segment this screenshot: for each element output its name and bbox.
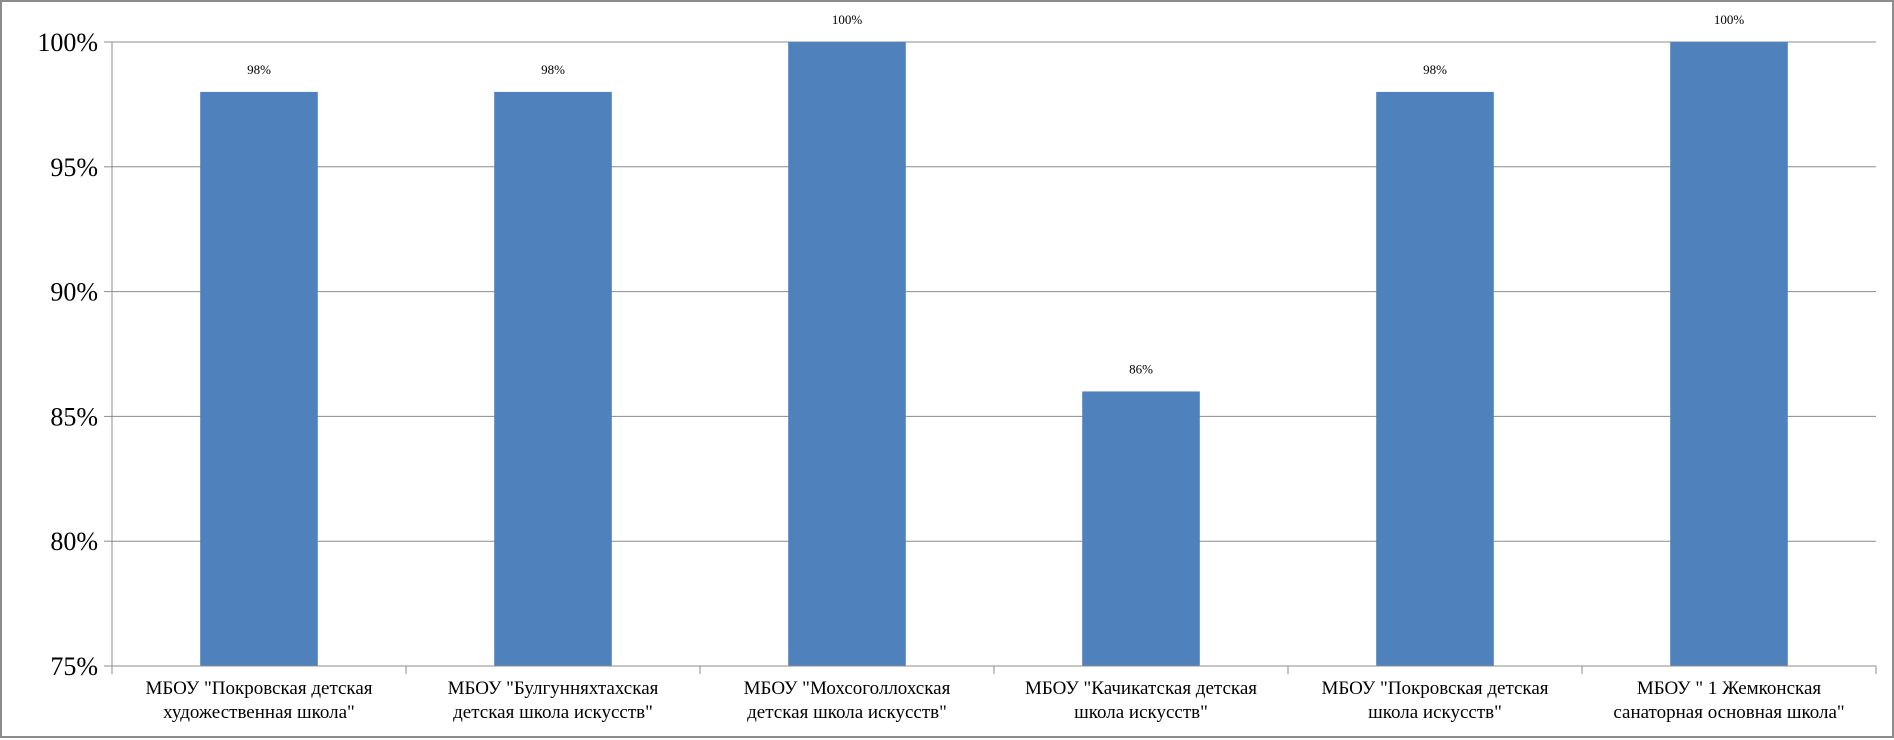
data-label: 98% bbox=[1423, 62, 1447, 77]
bar bbox=[494, 91, 612, 667]
category-label: МБОУ "Покровская детская bbox=[1321, 678, 1548, 699]
y-tick-label: 80% bbox=[50, 527, 98, 556]
y-tick-label: 100% bbox=[37, 28, 98, 57]
bar bbox=[1376, 91, 1494, 667]
labels: 100% 95% 90% 85% 80% 75% 98% МБОУ "Покровская д… bbox=[37, 12, 1844, 723]
category-label: детская школа искусств" bbox=[747, 702, 947, 723]
data-label: 86% bbox=[1129, 361, 1153, 376]
y-tick-label: 75% bbox=[50, 652, 98, 681]
data-label: 100% bbox=[1714, 12, 1745, 27]
category-label: санаторная основная школа" bbox=[1613, 702, 1844, 723]
category-label: детская школа искусств" bbox=[453, 702, 653, 723]
bar bbox=[200, 91, 318, 667]
bar bbox=[788, 42, 906, 666]
bar bbox=[1670, 42, 1788, 666]
y-tick-label: 90% bbox=[50, 278, 98, 307]
data-label: 98% bbox=[541, 62, 565, 77]
y-tick-label: 85% bbox=[50, 402, 98, 431]
category-label: МБОУ "Булгунняхтахская bbox=[448, 678, 659, 699]
category-label: школа искусств" bbox=[1074, 702, 1208, 723]
bar bbox=[1082, 391, 1200, 666]
category-label: МБОУ "Покровская детская bbox=[145, 678, 372, 699]
axes bbox=[104, 41, 1877, 674]
data-label: 100% bbox=[832, 12, 863, 27]
category-label: МБОУ " 1 Жемконская bbox=[1637, 678, 1822, 699]
gridlines bbox=[112, 41, 1876, 667]
category-label: художественная школа" bbox=[163, 702, 355, 723]
category-label: МБОУ "Качикатская детская bbox=[1025, 678, 1257, 699]
data-label: 98% bbox=[247, 62, 271, 77]
category-label: МБОУ "Мохсоголлохская bbox=[744, 678, 951, 699]
bars bbox=[200, 42, 1788, 667]
y-tick-label: 95% bbox=[50, 153, 98, 182]
category-label: школа искусств" bbox=[1368, 702, 1502, 723]
